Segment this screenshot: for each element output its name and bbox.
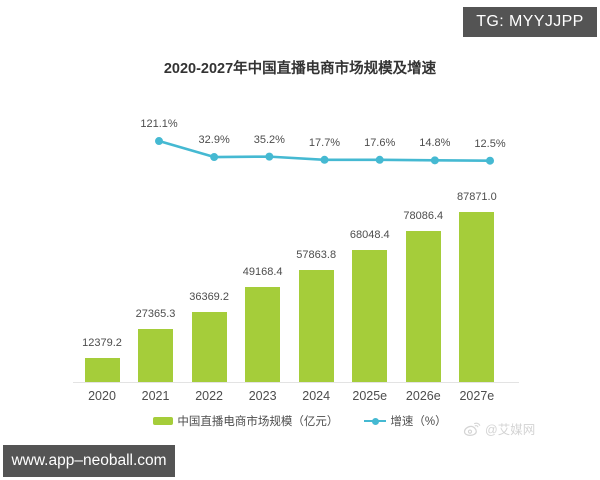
bar-2026e [405, 230, 441, 382]
source-watermark-text: @艾媒网 [485, 423, 536, 437]
x-axis-label: 2022 [195, 389, 223, 403]
growth-value-label: 121.1% [140, 118, 178, 131]
bar-value-label: 49168.4 [242, 265, 283, 278]
growth-value-label: 32.9% [198, 134, 230, 147]
growth-value-label: 14.8% [419, 137, 451, 150]
bar-value-label: 27365.3 [135, 308, 176, 321]
telegram-watermark-badge: TG: MYYJJPP [463, 7, 597, 37]
x-axis-label: 2021 [141, 389, 170, 403]
line-point-2022 [210, 153, 219, 162]
bar-value-label: 36369.2 [189, 290, 229, 303]
chart-title: 2020-2027年中国直播电商市场规模及增速 [163, 61, 437, 77]
line-series-marker [364, 417, 387, 425]
growth-value-label: 17.7% [308, 136, 341, 149]
line-point-2025e [375, 155, 384, 164]
legend: 中国直播电商市场规模（亿元） 增速（%） [0, 413, 600, 429]
bar-2027e [459, 212, 495, 382]
growth-value-label: 35.2% [253, 133, 285, 146]
x-axis-label: 2026e [405, 389, 441, 403]
bar-value-label: 12379.2 [82, 337, 122, 350]
bar-series-label: 中国直播电商市场规模（亿元） [177, 416, 339, 428]
x-axis-label: 2024 [302, 389, 331, 403]
bar-value-label: 78086.4 [403, 209, 444, 222]
website-watermark-badge: www.app–neoball.com [3, 445, 175, 477]
bar-value-label: 68048.4 [349, 229, 390, 242]
legend-item-growth-rate: 增速（%） [364, 413, 447, 429]
line-point-2023 [265, 152, 274, 161]
bar-series-swatch [153, 417, 174, 425]
bar-2023 [245, 286, 281, 382]
line-series-marker-dot [371, 417, 379, 425]
bar-2024 [298, 270, 334, 382]
legend-item-market-size: 中国直播电商市场规模（亿元） [153, 413, 338, 429]
weibo-icon [463, 422, 481, 436]
x-axis-label: 2023 [248, 389, 277, 403]
growth-value-label: 12.5% [474, 137, 506, 150]
line-point-2027e [486, 156, 495, 165]
x-axis-label: 2025e [352, 389, 388, 403]
x-axis-label: 2020 [88, 389, 116, 403]
bar-2025e [352, 250, 388, 382]
x-axis-label: 2027e [459, 389, 495, 403]
line-point-2024 [320, 155, 329, 164]
source-watermark: @艾媒网 [463, 419, 535, 438]
bar-2022 [191, 311, 227, 382]
bar-value-label: 87871.0 [456, 191, 497, 203]
x-axis-line [73, 382, 519, 383]
bar-value-label: 57863.8 [296, 249, 337, 262]
growth-value-label: 17.6% [364, 136, 396, 149]
line-series-label: 增速（%） [390, 416, 447, 428]
bar-2021 [138, 329, 174, 382]
line-point-2021 [155, 137, 163, 146]
line-point-2026e [430, 156, 439, 165]
bar-2020 [84, 358, 120, 382]
